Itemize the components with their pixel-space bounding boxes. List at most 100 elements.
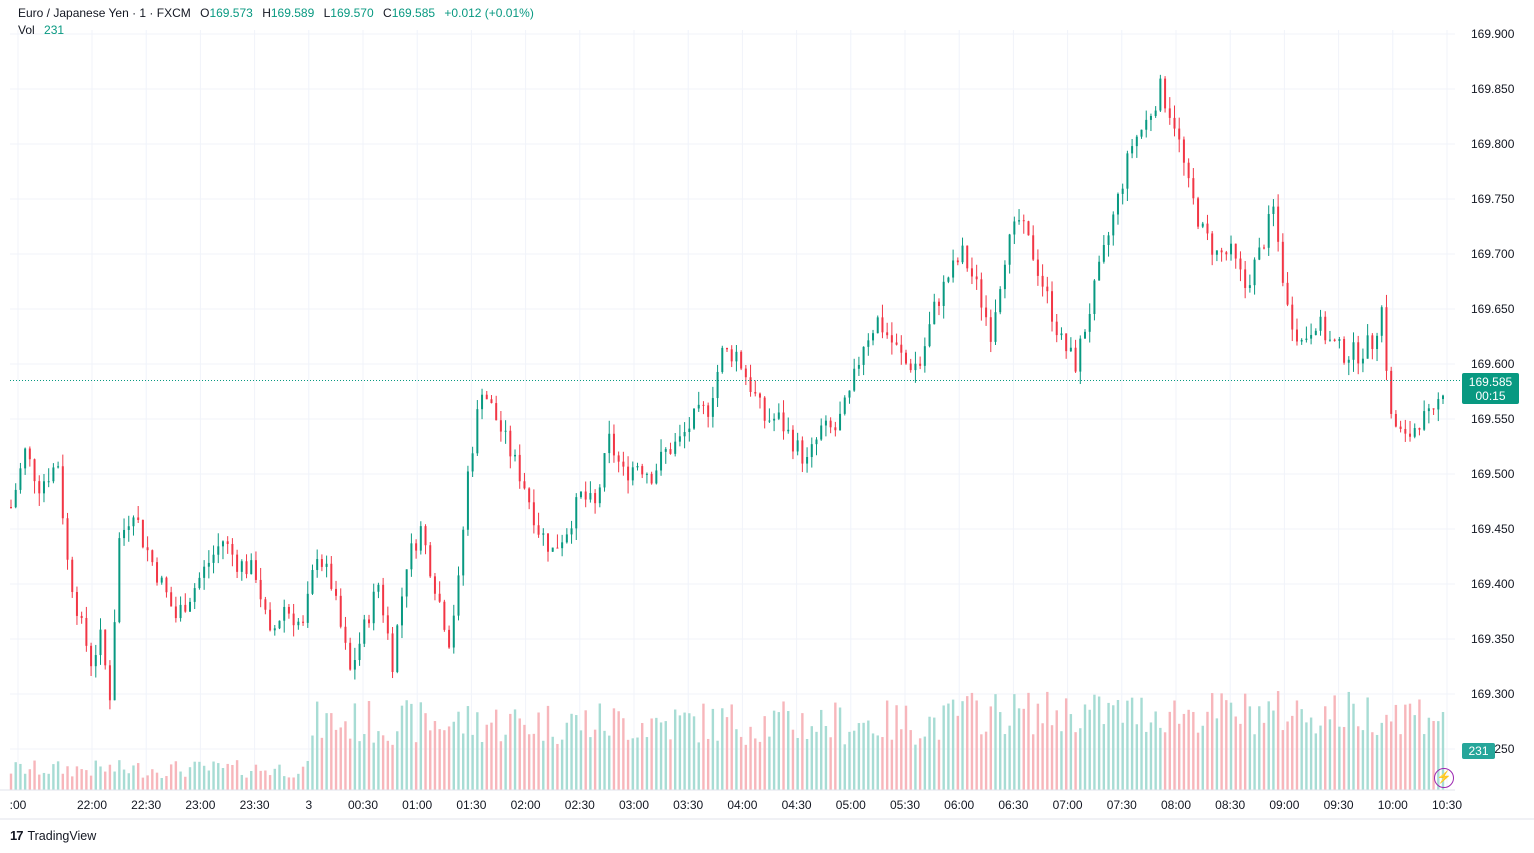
candle-body [1244,269,1247,288]
volume-bars [9,691,1445,790]
volume-bar [306,760,309,790]
volume-bar [1262,722,1266,790]
volume-bar [933,717,936,790]
volume-bar [1314,733,1318,790]
candle-body [1112,214,1115,236]
price-tick-label: 169.650 [1471,302,1515,316]
candle-body [198,577,201,589]
volume-bar [179,771,182,790]
candle-body [236,554,239,572]
volume-bar [711,708,715,790]
candle-body [1159,78,1162,111]
candle-body [358,643,361,661]
candle-body [264,599,267,610]
lightning-icon[interactable]: ⚡ [1434,768,1454,788]
candle-body [1286,282,1289,305]
symbol-title[interactable]: Euro / Japanese Yen · 1 · FXCM [18,6,191,20]
volume-bar [589,737,592,790]
vol-label[interactable]: Vol [18,23,35,37]
time-tick-label: :00 [10,798,27,812]
volume-bar [1234,716,1237,790]
volume-bar [645,737,649,790]
volume-bar [509,713,512,790]
candle-body [75,592,78,616]
volume-bar [1276,691,1280,790]
candle-body [391,633,394,672]
candle-body [113,622,116,701]
candle-body [886,332,889,336]
volume-bar [485,724,488,790]
volume-bar [1182,713,1186,790]
candle-body [556,547,559,549]
volume-bar [1187,709,1190,790]
tradingview-branding[interactable]: 17 TradingView [10,828,96,843]
candle-body [947,277,950,282]
candle-body [1300,339,1303,342]
volume-bar [518,718,521,790]
volume-bar [1168,711,1171,790]
high-label: H [262,6,271,20]
candle-body [424,526,427,546]
candle-body [820,425,823,440]
volume-bar [504,734,507,790]
candle-body [330,563,333,589]
time-tick-label: 22:00 [77,798,107,812]
volume-bar [85,770,88,790]
price-axis[interactable]: 169.900 169.850 169.800 169.750 169.700 169.6… [1471,27,1515,756]
candle-body [608,433,611,454]
low-label: L [323,6,331,20]
volume-bar [527,734,531,790]
candle-body [693,408,696,429]
candle-body [85,617,88,646]
candle-body [768,420,771,422]
candle-body [1338,339,1341,341]
candle-body [994,312,997,342]
candle-body [71,559,74,593]
candle-body [603,453,606,488]
volume-bar [702,703,705,790]
candle-body [339,595,342,627]
time-tick-label: 01:30 [456,798,486,812]
candle-body [344,626,347,643]
time-tick-label: 09:00 [1269,798,1299,812]
time-tick-label: 22:30 [131,798,161,812]
volume-bar [1291,715,1294,790]
volume-bar [805,738,809,790]
candle-body [1423,411,1426,430]
candle-body [1093,280,1096,314]
candle-body [754,391,757,394]
candle-body [259,579,262,600]
candle-body [1263,247,1265,249]
volume-bar [796,737,799,790]
candle-body [853,368,856,391]
volume-bar [593,729,597,790]
volume-bar [1324,706,1327,790]
candle-body [1328,339,1331,341]
volume-bar [1225,700,1228,790]
candle-body [429,545,432,577]
candle-body [1168,108,1171,118]
time-axis[interactable]: :00 22:00 22:30 23:00 23:30 3 00:30 01:00 01:30 0… [10,798,1463,812]
volume-bar [1107,702,1110,790]
volume-bar [113,771,116,790]
candle-body [561,542,564,549]
candle-body [80,615,83,618]
volume-bar [754,738,757,790]
volume-bar [1342,726,1346,790]
candle-body [1206,223,1209,234]
price-tick-label: 169.900 [1471,27,1515,41]
candle-body [363,619,366,644]
volume-bar [636,737,639,790]
candle-body [589,493,592,500]
candle-body [466,471,469,530]
volume-bar [1385,714,1388,790]
candle-body [38,481,41,494]
time-tick-label: 07:30 [1107,798,1137,812]
volume-bar [1130,697,1134,790]
volume-bar [631,738,634,790]
volume-bar [419,702,423,790]
candle-body [297,621,300,626]
candle-body [523,481,526,489]
candle-body [575,497,578,529]
